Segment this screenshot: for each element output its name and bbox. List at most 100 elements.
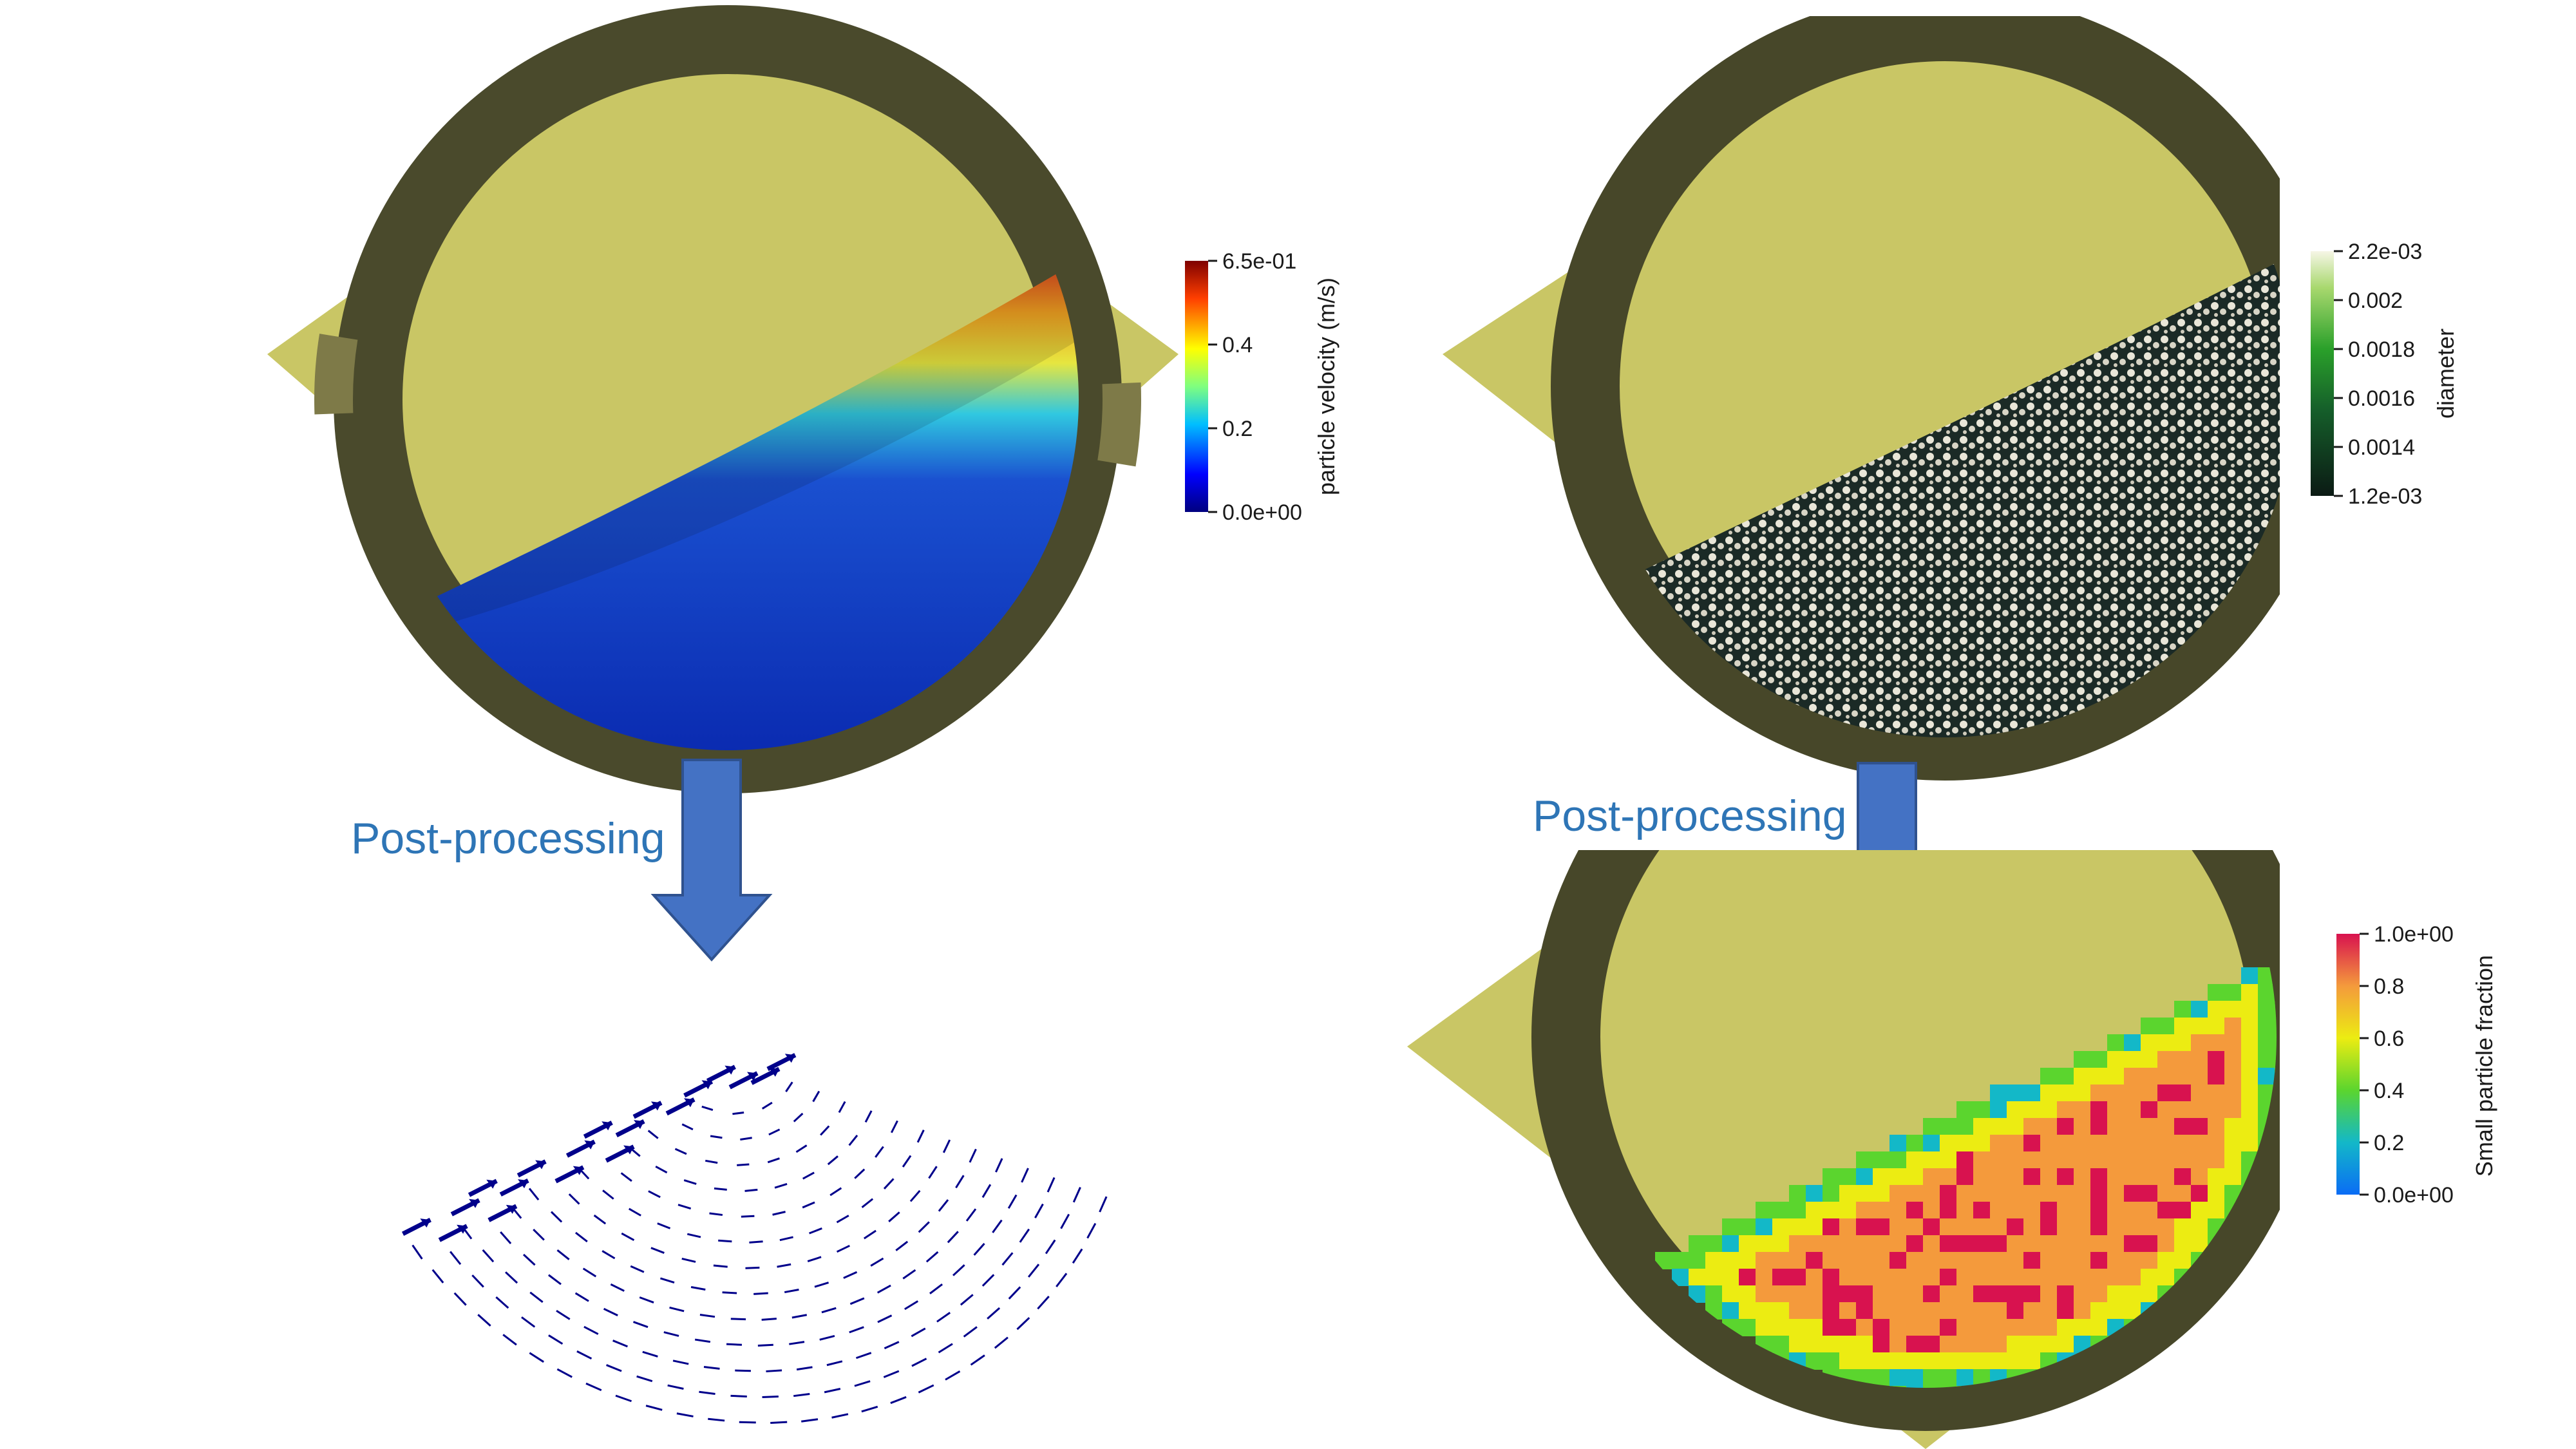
- heatmap-cell: [2040, 1235, 2058, 1253]
- heatmap-cell: [1956, 1168, 1974, 1186]
- colorbar-tick-label: 0.6: [2374, 1027, 2404, 1051]
- heatmap-cell: [1973, 1101, 1991, 1119]
- heatmap-cell: [1889, 1135, 1907, 1152]
- velocity-vector: [827, 1155, 838, 1166]
- velocity-vector: [854, 1380, 871, 1387]
- velocity-vector: [1045, 1239, 1056, 1255]
- particle-bed: [386, 251, 1079, 750]
- heatmap-cell: [2090, 1269, 2108, 1286]
- velocity-vector-head: [768, 1067, 779, 1077]
- heatmap-cell: [1956, 1352, 1974, 1370]
- velocity-vector: [766, 1369, 782, 1372]
- heatmap-cell: [1940, 1252, 1957, 1269]
- heatmap-cell: [2157, 1151, 2175, 1169]
- heatmap-cell: [2040, 1319, 2058, 1336]
- velocity-vector: [992, 1219, 1003, 1233]
- heatmap-cell: [2040, 1068, 2058, 1085]
- velocity-vector-head: [724, 1065, 735, 1075]
- heatmap-cell: [2124, 1034, 2141, 1052]
- heatmap-cell: [1906, 1285, 1924, 1303]
- colorbar-tick-label: 1.0e+00: [2374, 922, 2454, 947]
- heatmap-cell: [1990, 1151, 2007, 1169]
- heatmap-cell: [2124, 1235, 2141, 1253]
- velocity-vector-head: [506, 1204, 516, 1214]
- heatmap-cell: [1722, 1302, 1739, 1320]
- heatmap-cell: [1940, 1269, 1957, 1286]
- colorbar-tick-label: 0.4: [1222, 333, 1253, 357]
- heatmap-cell: [1923, 1352, 1940, 1370]
- velocity-vector: [902, 1269, 916, 1280]
- heatmap-cell: [1990, 1252, 2007, 1269]
- velocity-vector: [875, 1146, 884, 1158]
- velocity-vector: [981, 1274, 995, 1287]
- fraction-colorbar-title: Small particle fraction: [2471, 955, 2497, 1177]
- velocity-vector: [461, 1225, 473, 1240]
- heatmap-cell: [2191, 1068, 2208, 1085]
- velocity-vector: [918, 1384, 934, 1394]
- velocity-vector: [655, 1166, 668, 1174]
- heatmap-cell: [2157, 1051, 2175, 1068]
- velocity-vector: [703, 1366, 720, 1370]
- heatmap-cell: [2007, 1252, 2024, 1269]
- velocity-vector: [505, 1271, 518, 1284]
- heatmap-cell: [1889, 1202, 1907, 1219]
- heatmap-cell: [2057, 1269, 2074, 1286]
- heatmap-cell: [1956, 1252, 1974, 1269]
- velocity-vector-field: [401, 1053, 1108, 1425]
- velocity-panel: 6.5e-01 0.4 0.2 0.0e+00 particle velocity (…: [267, 0, 1340, 813]
- heatmap-cell: [2174, 1185, 2192, 1202]
- velocity-vector: [471, 1274, 484, 1288]
- heatmap-cell: [2258, 984, 2275, 1001]
- heatmap-cell: [1889, 1352, 1907, 1370]
- heatmap-cell: [2241, 1051, 2259, 1068]
- velocity-vector: [737, 1163, 750, 1166]
- fraction-colorbar: [2336, 934, 2360, 1195]
- heatmap-cell: [2141, 1084, 2158, 1102]
- heatmap-cell: [2275, 1018, 2277, 1035]
- heatmap-cell: [1722, 1252, 1739, 1269]
- velocity-vector: [1086, 1222, 1097, 1239]
- heatmap-cell: [2090, 1185, 2108, 1202]
- heatmap-cell: [2208, 1185, 2225, 1202]
- heatmap-cell: [1940, 1118, 1957, 1135]
- velocity-vector: [936, 1312, 951, 1323]
- heatmap-cell: [1923, 1369, 1940, 1387]
- heatmap-cell: [2124, 1218, 2141, 1236]
- heatmap-cell: [2208, 1001, 2225, 1018]
- heatmap-cell: [2023, 1235, 2041, 1253]
- velocity-vector: [1099, 1196, 1108, 1213]
- fraction-panel: 1.0e+00 0.8 0.6 0.4 0.2 0.0e+00 Small particl…: [1407, 850, 2497, 1449]
- heatmap-cell: [1806, 1269, 1823, 1286]
- heatmap-cell: [1839, 1202, 1857, 1219]
- heatmap-cell: [2174, 1168, 2192, 1186]
- velocity-vector: [683, 1179, 697, 1185]
- heatmap-cell: [2057, 1319, 2074, 1336]
- heatmap-cell: [2023, 1185, 2041, 1202]
- velocity-vector: [802, 1201, 815, 1209]
- velocity-vector: [981, 1184, 992, 1198]
- heatmap-cell: [1789, 1252, 1806, 1269]
- velocity-vector: [838, 1101, 846, 1113]
- heatmap-cell: [2074, 1084, 2091, 1102]
- heatmap-cell: [2074, 1051, 2091, 1068]
- velocity-vector: [854, 1168, 866, 1179]
- heatmap-cell: [1705, 1235, 1723, 1253]
- heatmap-cell: [2090, 1252, 2108, 1269]
- velocity-vector: [795, 1144, 808, 1153]
- heatmap-cell: [2007, 1285, 2024, 1303]
- heatmap-cell: [2141, 1168, 2158, 1186]
- velocity-vector: [667, 1384, 684, 1390]
- heatmap-cell: [2074, 1202, 2091, 1219]
- heatmap-cell: [2040, 1285, 2058, 1303]
- colorbar-tick-label: 0.002: [2348, 289, 2403, 313]
- heatmap-cell: [2174, 1218, 2192, 1236]
- heatmap-cell: [1789, 1302, 1806, 1320]
- velocity-vector: [876, 1284, 891, 1294]
- velocity-vector: [548, 1334, 564, 1345]
- heatmap-cell: [2157, 1101, 2175, 1119]
- heatmap-cell: [1940, 1168, 1957, 1186]
- heatmap-cell: [1906, 1386, 1924, 1388]
- heatmap-cell: [1889, 1235, 1907, 1253]
- heatmap-cell: [1940, 1352, 1957, 1370]
- heatmap-cell: [1973, 1285, 1991, 1303]
